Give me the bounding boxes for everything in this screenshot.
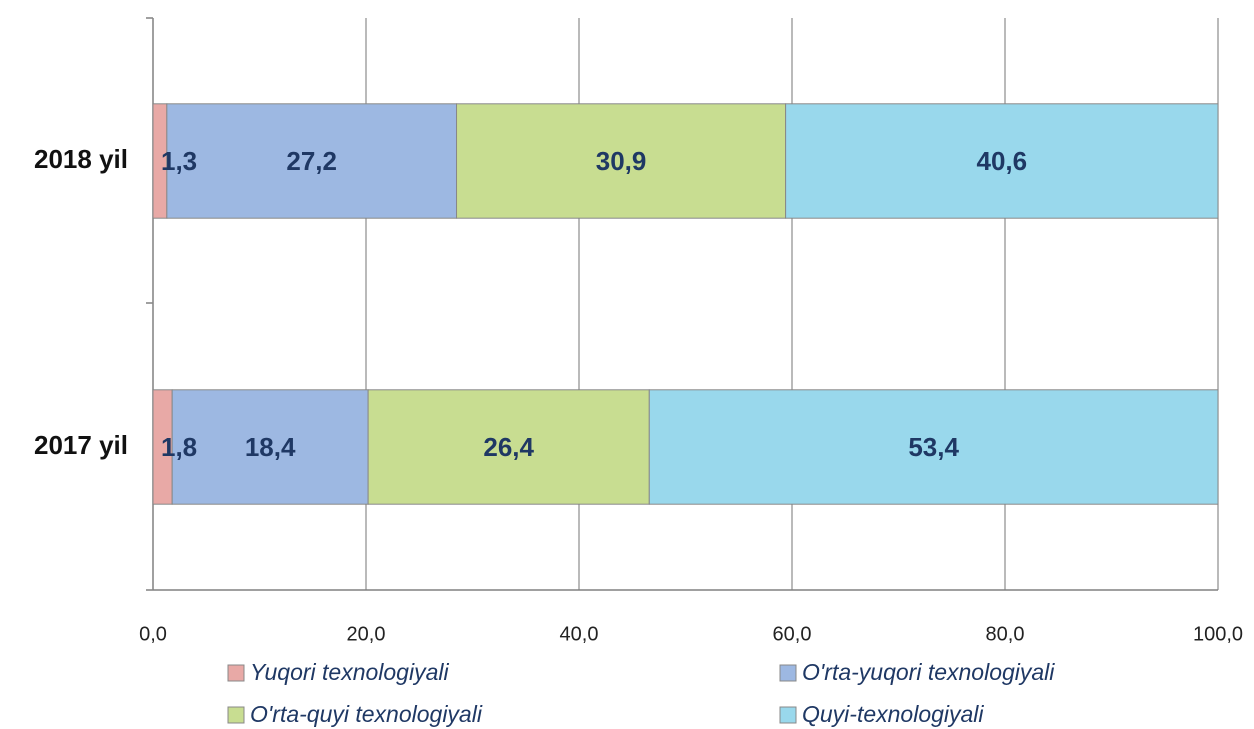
- legend-swatch: [227, 664, 245, 682]
- data-label: 53,4: [908, 432, 959, 462]
- x-tick-label: 0,0: [139, 623, 167, 645]
- bar-segment: [648, 389, 1219, 505]
- data-label: 26,4: [483, 432, 534, 462]
- category-label: 2018 yil: [34, 144, 128, 174]
- legend-label: Quyi-texnologiyali: [802, 701, 984, 727]
- legend-label: Yuqori texnologiyali: [250, 659, 449, 685]
- data-label: 30,9: [596, 146, 647, 176]
- legend-swatch: [227, 706, 245, 724]
- bar-segment: [171, 389, 369, 505]
- data-label: 1,3: [161, 146, 197, 176]
- x-tick-label: 100,0: [1193, 623, 1243, 645]
- data-label: 1,8: [161, 432, 197, 462]
- data-label: 40,6: [977, 146, 1028, 176]
- data-label: 18,4: [245, 432, 296, 462]
- x-tick-label: 60,0: [773, 623, 812, 645]
- x-tick-label: 20,0: [347, 623, 386, 645]
- category-label: 2017 yil: [34, 430, 128, 460]
- legend-swatch: [779, 706, 797, 724]
- bar-segment: [785, 103, 1219, 219]
- x-tick-label: 40,0: [560, 623, 599, 645]
- legend-label: O'rta-yuqori texnologiyali: [802, 659, 1055, 685]
- x-tick-label: 80,0: [986, 623, 1025, 645]
- legend-label: O'rta-quyi texnologiyali: [250, 701, 483, 727]
- data-label: 27,2: [286, 146, 337, 176]
- legend-swatch: [779, 664, 797, 682]
